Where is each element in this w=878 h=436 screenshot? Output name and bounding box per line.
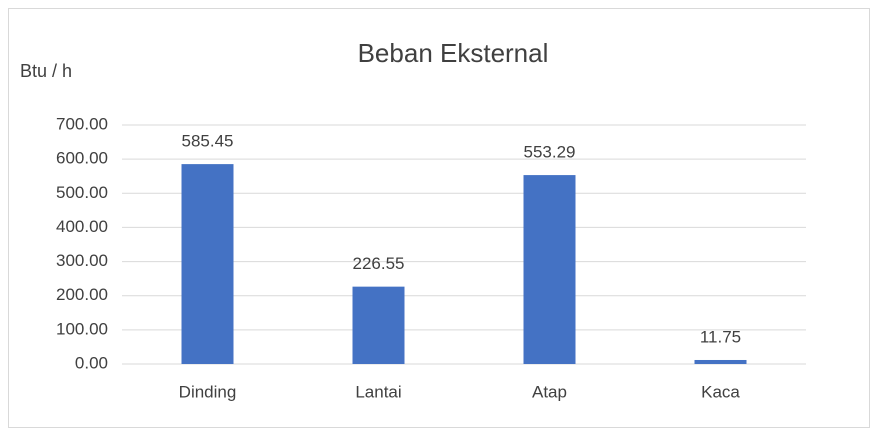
bar — [181, 164, 234, 364]
value-label: 11.75 — [700, 327, 741, 346]
chart-title: Beban Eksternal — [358, 38, 549, 68]
x-tick-label: Lantai — [355, 382, 401, 401]
bar — [352, 286, 405, 364]
x-tick-label: Kaca — [701, 382, 740, 401]
chart-border — [8, 8, 870, 428]
y-tick-label: 300.00 — [56, 251, 108, 270]
x-tick-label: Atap — [532, 382, 567, 401]
value-label: 553.29 — [524, 143, 576, 162]
value-label: 585.45 — [182, 132, 234, 151]
bar — [523, 175, 576, 364]
y-axis-label: Btu / h — [20, 61, 72, 81]
value-label: 226.55 — [353, 254, 405, 273]
x-tick-label: Dinding — [179, 382, 237, 401]
y-tick-label: 400.00 — [56, 217, 108, 236]
y-tick-label: 700.00 — [56, 114, 108, 133]
bar — [694, 359, 747, 364]
y-tick-label: 200.00 — [56, 285, 108, 304]
y-tick-label: 0.00 — [75, 353, 108, 372]
y-tick-label: 600.00 — [56, 149, 108, 168]
y-tick-label: 500.00 — [56, 183, 108, 202]
y-tick-label: 100.00 — [56, 319, 108, 338]
